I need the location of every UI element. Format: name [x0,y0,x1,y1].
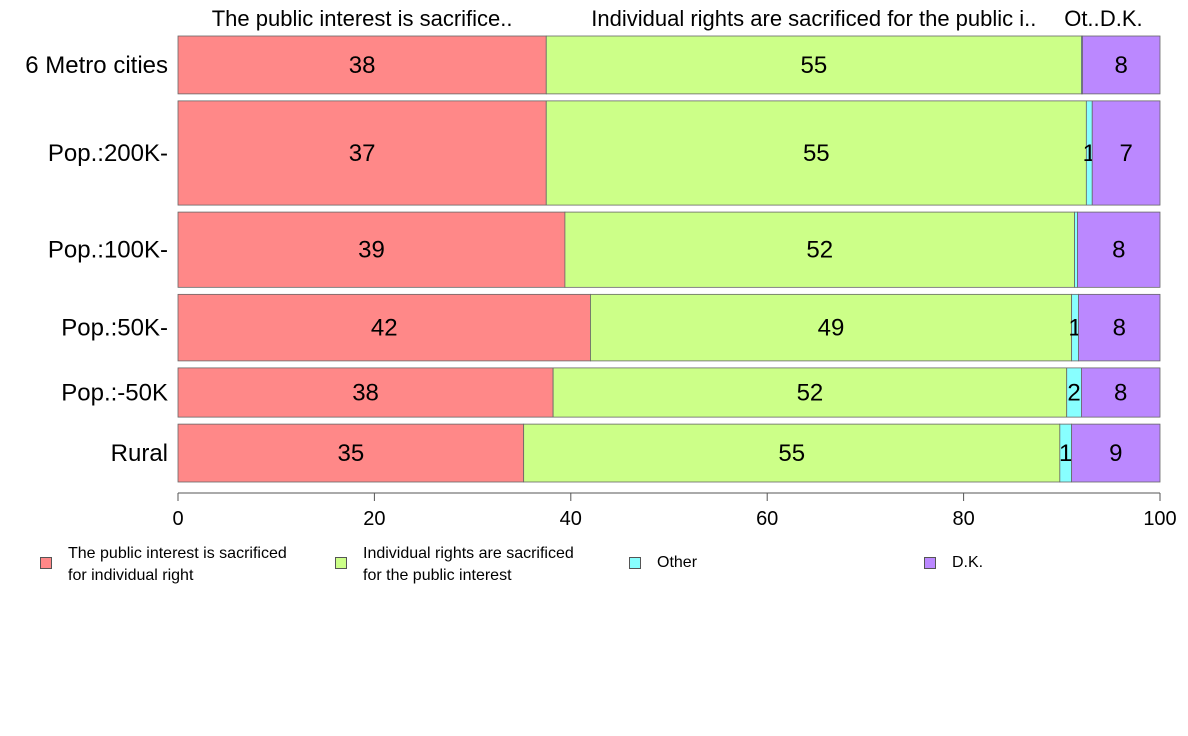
data-label: 39 [358,237,385,264]
top-series-label: The public interest is sacrifice.. [212,6,513,31]
bar-segment [1081,367,1161,418]
x-tick-label: 80 [952,508,974,530]
bar-segment [177,293,591,362]
data-label: 55 [778,440,805,467]
legend-label: D.K. [952,554,984,571]
data-label: 9 [1109,440,1122,467]
data-label: 55 [800,52,827,79]
legend-swatch [40,557,52,569]
legend-item-other: Other [629,543,697,574]
x-tick-label: 60 [756,508,778,530]
legend-label: Individual rights are sacrificed for the… [363,545,574,584]
category-label: Pop.:200K- [48,140,168,167]
x-tick-label: 40 [560,508,582,530]
data-label: 1 [1059,440,1072,467]
data-label: 8 [1114,380,1127,407]
bar-segment [545,35,1082,95]
bar-segment [177,100,547,206]
bar-segment [1091,100,1161,206]
data-label: 52 [806,237,833,264]
top-series-label: Individual rights are sacrificed for the… [591,6,1036,31]
stacked-bar-chart: 6 Metro cities 38 55 8 Pop.:200K- 37 55 1 7 Pop.:… [25,6,1176,530]
x-tick-label: 0 [172,508,183,530]
bar-segment [177,35,547,95]
data-label: 8 [1112,237,1125,264]
bar-segment [1077,211,1161,288]
top-series-label: D.K. [1100,6,1143,31]
bar-segment [177,423,525,483]
bar-segment [545,100,1087,206]
category-label: Rural [111,440,168,467]
legend: The public interest is sacrificed for in… [0,543,1188,593]
legend-label: The public interest is sacrificed for in… [68,545,287,584]
data-label: 7 [1119,140,1132,167]
data-label: 8 [1113,315,1126,342]
data-label: 38 [352,380,379,407]
data-label: 38 [349,52,376,79]
data-label: 42 [371,315,398,342]
bar-segment [177,367,554,418]
bar-segment [523,423,1061,483]
legend-item-individual-rights-sacrificed: Individual rights are sacrificed for the… [335,543,574,587]
data-label: 49 [818,315,845,342]
category-label: 6 Metro cities [25,52,168,79]
bar-segment [590,293,1073,362]
data-label: 55 [803,140,830,167]
data-label: 35 [337,440,364,467]
bar-segment [1074,211,1078,288]
bar-segment [1078,293,1161,362]
legend-item-public-interest-sacrificed: The public interest is sacrificed for in… [40,543,287,587]
legend-swatch [924,557,936,569]
data-label: 37 [349,140,376,167]
category-label: Pop.:-50K [61,380,168,407]
legend-label: Other [657,554,698,571]
bar-segment [1071,423,1161,483]
top-series-label: Ot.. [1064,6,1099,31]
data-label: 52 [797,380,824,407]
data-label: 2 [1067,380,1080,407]
legend-swatch [629,557,641,569]
x-tick-label: 100 [1143,508,1176,530]
data-label: 8 [1115,52,1128,79]
bar-segment [177,211,566,288]
category-label: Pop.:50K- [61,315,168,342]
x-tick-label: 20 [363,508,385,530]
bar-segment [1082,35,1161,95]
legend-item-dk: D.K. [924,543,983,574]
legend-swatch [335,557,347,569]
category-label: Pop.:100K- [48,237,168,264]
